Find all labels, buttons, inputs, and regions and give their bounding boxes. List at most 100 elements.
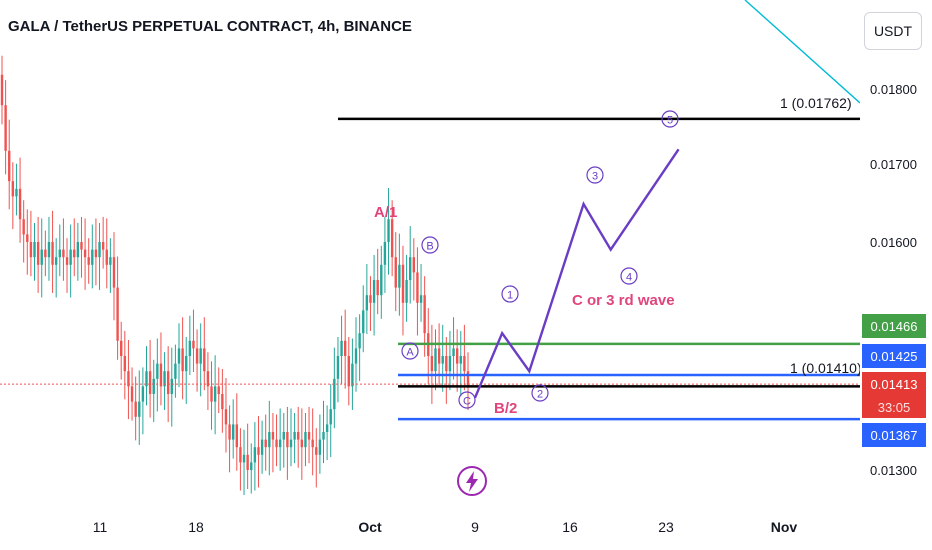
candle-body xyxy=(264,439,267,448)
candle-body xyxy=(466,371,470,387)
candle-body xyxy=(430,356,434,372)
candle-body xyxy=(120,340,123,356)
price-tick: 0.01700 xyxy=(870,157,917,172)
candle-body xyxy=(423,295,426,334)
candle-body xyxy=(351,363,354,387)
fib-bottom-label: 1 (0.01410) xyxy=(790,360,860,376)
candle-body xyxy=(185,356,188,372)
candle-body xyxy=(192,340,195,349)
wave-marker-5: 5 xyxy=(661,110,679,128)
candle-body xyxy=(228,424,231,440)
candle-body xyxy=(401,264,405,303)
candle-body xyxy=(217,386,220,394)
candle-body xyxy=(213,386,217,402)
candle-body xyxy=(221,394,224,410)
candle-countdown: 33:05 xyxy=(862,396,926,418)
candle-body xyxy=(65,257,69,265)
candle-body xyxy=(163,371,166,387)
candle-body xyxy=(18,188,22,220)
wave-marker-B: B xyxy=(421,236,439,254)
candle-body xyxy=(116,287,119,341)
candle-body xyxy=(58,249,61,258)
candle-body xyxy=(11,181,15,197)
candle-body xyxy=(8,150,11,182)
candle-body xyxy=(98,242,101,258)
candle-body xyxy=(242,454,246,463)
candle-body xyxy=(170,378,173,394)
candle-body xyxy=(54,257,58,265)
currency-selector[interactable]: USDT xyxy=(864,12,922,50)
candle-body xyxy=(152,378,155,394)
candle-body xyxy=(278,439,282,448)
price-badge-current: 0.01413 xyxy=(862,372,926,396)
candle-body xyxy=(383,242,387,265)
candle-body xyxy=(235,424,239,448)
candle-body xyxy=(224,409,228,425)
candle-body xyxy=(246,454,249,470)
candle-body xyxy=(166,371,170,394)
candle-body xyxy=(33,242,36,258)
candle-body xyxy=(69,249,72,265)
time-tick: 9 xyxy=(471,519,479,535)
candle-body xyxy=(315,447,318,455)
candle-body xyxy=(322,432,325,440)
time-tick-month: Oct xyxy=(358,519,382,535)
candle-body xyxy=(390,219,394,258)
candle-body xyxy=(156,363,159,379)
candle-body xyxy=(354,348,358,364)
candle-body xyxy=(40,249,43,265)
candle-body xyxy=(369,295,372,303)
candle-body xyxy=(260,439,264,455)
candle-body xyxy=(459,356,462,364)
candle-body xyxy=(297,432,300,440)
candle-body xyxy=(76,242,80,258)
time-tick: 11 xyxy=(92,519,108,535)
candle-body xyxy=(416,272,419,303)
candle-body xyxy=(445,356,448,372)
candle-body xyxy=(29,242,33,258)
label-a1: A/1 xyxy=(374,204,397,221)
candle-body xyxy=(358,333,361,349)
price-tick: 0.01800 xyxy=(870,82,917,97)
svg-text:B: B xyxy=(426,241,433,253)
candle-body xyxy=(83,249,87,258)
wave-marker-4: 4 xyxy=(620,267,638,285)
candle-body xyxy=(333,378,336,410)
candle-body xyxy=(275,439,278,448)
candle-body xyxy=(380,264,383,296)
candle-body xyxy=(437,348,441,364)
candle-body xyxy=(362,310,365,334)
candle-body xyxy=(419,295,423,303)
candle-body xyxy=(268,432,271,448)
candle-body xyxy=(159,363,163,387)
candle-body xyxy=(289,439,293,448)
candle-body xyxy=(4,105,7,151)
candle-body xyxy=(26,234,29,242)
candle-body xyxy=(434,348,437,372)
trend-line-top-right xyxy=(744,0,860,104)
candle-body xyxy=(94,249,98,258)
label-c-or-3rd-wave: C or 3 rd wave xyxy=(572,292,675,309)
candle-body xyxy=(311,439,314,448)
candle-body xyxy=(130,386,134,402)
candle-body xyxy=(304,432,307,448)
projected-wave-path xyxy=(473,148,680,399)
candle-body xyxy=(325,424,329,432)
price-badge-blue-upper: 0.01425 xyxy=(862,344,926,368)
candle-body xyxy=(47,242,51,258)
candle-body xyxy=(199,348,202,364)
candle-body xyxy=(412,257,416,273)
candle-body xyxy=(329,409,332,425)
svg-text:3: 3 xyxy=(592,171,598,183)
candle-body xyxy=(286,432,289,448)
lightning-icon[interactable] xyxy=(457,466,487,496)
price-chart[interactable]: 1 (0.01762) 1 (0.01410) A/1 B/2 C or 3 r… xyxy=(0,0,860,550)
candle-body xyxy=(463,356,466,372)
candle-body xyxy=(112,257,116,288)
candle-body xyxy=(148,371,152,394)
candle-body xyxy=(203,348,206,372)
chart-title: GALA / TetherUS PERPETUAL CONTRACT, 4h, … xyxy=(8,18,412,35)
candle-body xyxy=(405,280,408,303)
candle-body xyxy=(127,371,130,387)
candle-body xyxy=(448,356,452,372)
